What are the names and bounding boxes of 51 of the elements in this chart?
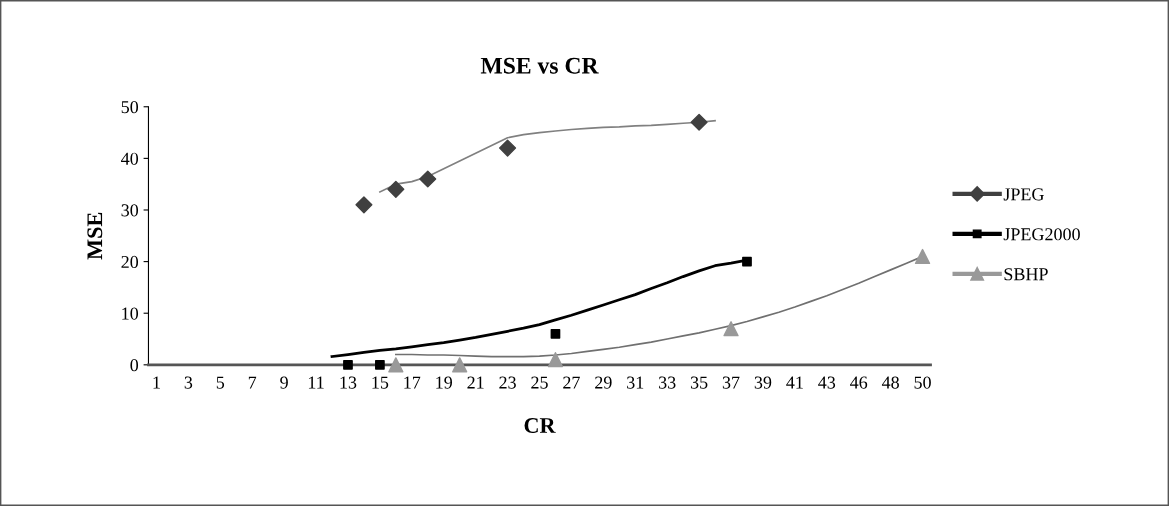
y-axis-title: MSE	[87, 212, 103, 260]
y-tick-label: 10	[122, 307, 139, 320]
y-tick-label: 30	[121, 204, 139, 217]
point	[419, 170, 437, 188]
x-tick-label: 35	[690, 376, 708, 389]
x-tick-label: 31	[627, 376, 644, 389]
x-tick-label: 17	[404, 376, 421, 389]
x-tick-label: 11	[308, 376, 324, 389]
point	[375, 359, 385, 370]
point	[343, 359, 353, 370]
x-tick-label: 39	[754, 376, 772, 389]
x-tick-label: 15	[372, 376, 389, 389]
point	[550, 328, 561, 339]
y-tick-label: 20	[121, 255, 139, 269]
legend-label: JPEG	[1003, 188, 1044, 201]
y-tick-label: 0	[130, 359, 139, 372]
point	[387, 180, 405, 198]
point	[742, 256, 752, 267]
x-tick-label: 21	[467, 376, 484, 389]
x-tick-label: 7	[248, 376, 257, 389]
x-tick-label: 43	[818, 376, 836, 389]
point	[499, 139, 517, 157]
y-tick-label: 50	[121, 101, 139, 114]
legend-label: JPEG2000	[1003, 228, 1080, 241]
point	[388, 357, 404, 373]
x-tick-label: 37	[722, 376, 740, 389]
x-tick-label: 19	[436, 376, 453, 389]
point	[452, 357, 468, 373]
x-tick-label: 25	[531, 376, 548, 389]
x-tick-label: 9	[280, 376, 288, 389]
x-tick-label: 5	[216, 376, 225, 389]
point	[355, 196, 373, 214]
x-tick-label: 13	[340, 376, 357, 389]
x-tick-label: 50	[914, 376, 931, 389]
x-tick-label: 27	[563, 376, 580, 389]
legend-label: SBHP	[1004, 268, 1048, 281]
point	[723, 321, 739, 337]
x-tick-label: 48	[881, 376, 899, 389]
chart-title: MSE vs CR	[480, 57, 599, 74]
x-tick-label: 3	[184, 376, 193, 389]
x-tick-label: 23	[499, 376, 516, 389]
x-axis-title: CR	[524, 418, 556, 433]
point	[547, 352, 564, 368]
x-tick-label: 46	[850, 376, 868, 389]
x-tick-label: 33	[659, 376, 676, 389]
point	[914, 248, 931, 265]
x-tick-label: 29	[595, 376, 612, 389]
x-tick-label: 41	[786, 376, 803, 389]
x-tick-label: 1	[153, 376, 160, 389]
y-tick-label: 40	[121, 152, 139, 165]
point	[690, 113, 708, 131]
